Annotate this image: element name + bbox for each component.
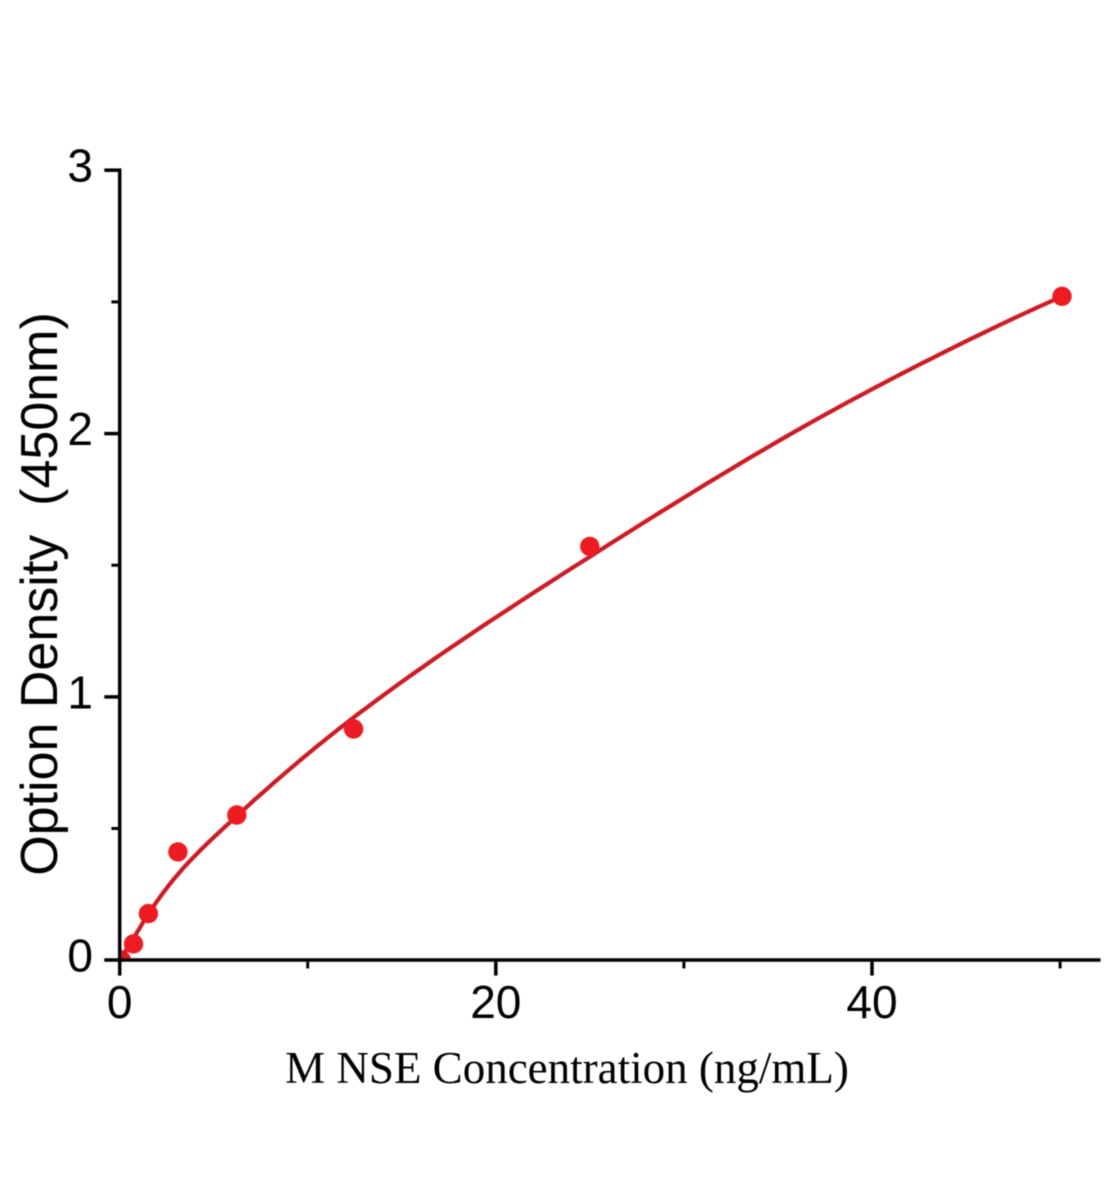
svg-text:40: 40 — [846, 976, 897, 1028]
svg-text:0: 0 — [67, 930, 93, 982]
svg-text:Option Density (450nm): Option Density (450nm) — [11, 312, 69, 876]
svg-text:M NSE Concentration (ng/mL): M NSE Concentration (ng/mL) — [285, 1043, 849, 1093]
svg-text:2: 2 — [67, 403, 93, 455]
svg-text:0: 0 — [107, 976, 133, 1028]
svg-text:20: 20 — [470, 976, 521, 1028]
svg-text:3: 3 — [67, 140, 93, 192]
svg-text:1: 1 — [67, 666, 93, 718]
